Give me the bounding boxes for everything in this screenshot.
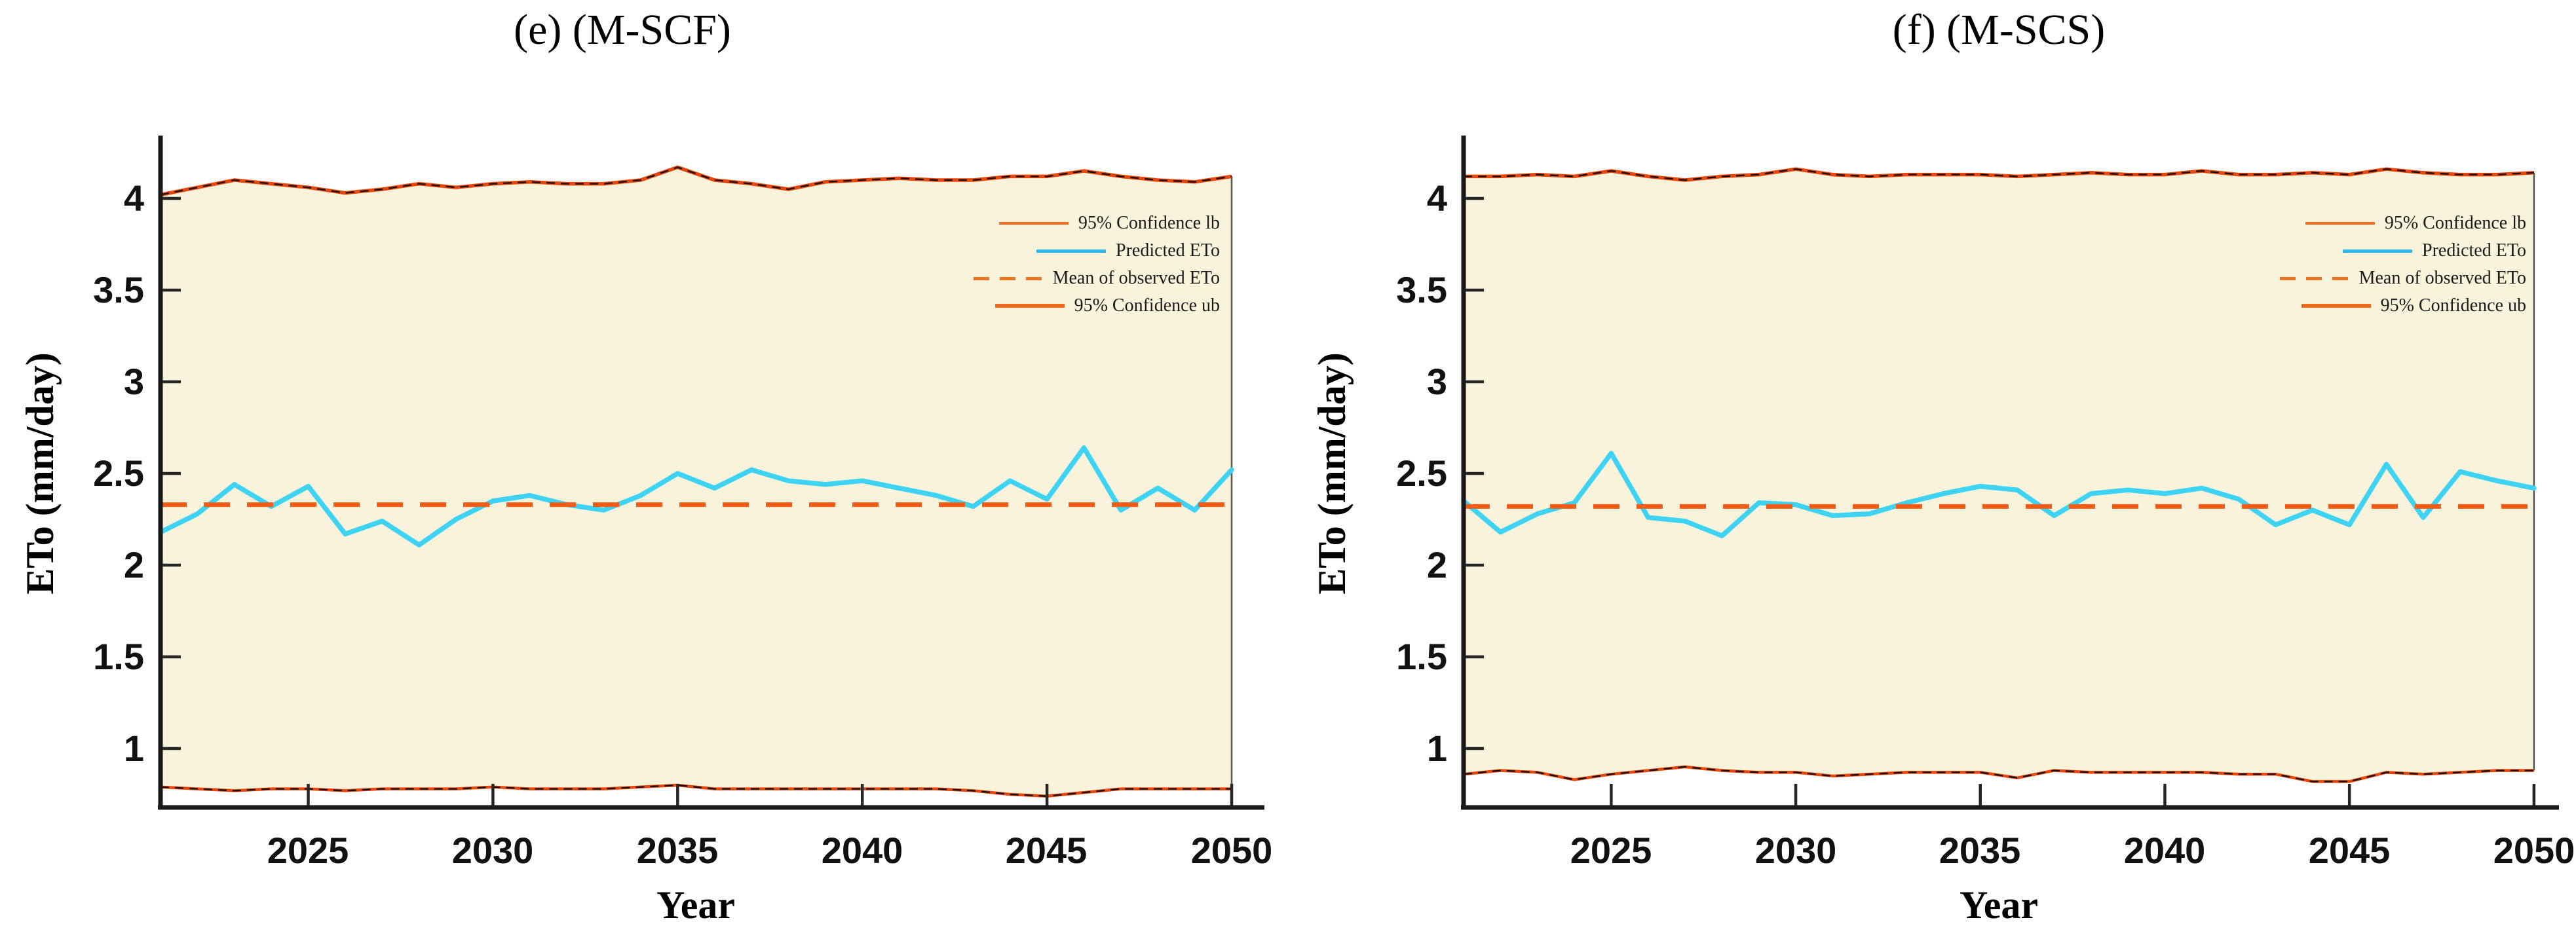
x-axis-label: Year xyxy=(656,883,735,927)
chart-canvas-m-scs xyxy=(1461,136,2559,810)
x-tick-label: 2025 xyxy=(1570,830,1652,871)
legend: 95% Confidence lb Predicted ETo Mean of … xyxy=(761,210,1220,320)
y-tick-label: 2.5 xyxy=(1396,453,1447,494)
predicted-eto-line-sample xyxy=(2343,249,2412,253)
y-tick-label: 1 xyxy=(123,728,144,769)
confidence-lb-line-sample xyxy=(998,222,1069,225)
x-tick-label: 2035 xyxy=(636,830,719,871)
legend-row: Mean of observed ETo xyxy=(2068,265,2526,292)
legend-row: Predicted ETo xyxy=(761,237,1220,265)
y-tick-label: 1.5 xyxy=(93,636,144,677)
y-tick-label: 3.5 xyxy=(1396,269,1447,310)
y-tick-label: 2.5 xyxy=(93,453,144,494)
y-tick-label: 2 xyxy=(123,544,144,585)
y-tick-label: 3.5 xyxy=(93,269,144,310)
x-tick-label: 2045 xyxy=(2308,830,2391,871)
x-tick-label: 2040 xyxy=(2123,830,2206,871)
legend-label: 95% Confidence lb xyxy=(1078,213,1220,233)
y-tick-label: 1 xyxy=(1426,728,1447,769)
mean-observed-line-sample xyxy=(2279,276,2349,280)
legend-label: Mean of observed ETo xyxy=(2358,268,2526,288)
x-tick-label: 2050 xyxy=(2493,830,2575,871)
legend-row: 95% Confidence ub xyxy=(761,292,1220,320)
confidence-ub-line-sample xyxy=(994,304,1065,308)
chart-title: (f) (M-SCS) xyxy=(1892,6,2106,54)
confidence-ub-line-sample xyxy=(2301,304,2371,308)
chart-canvas-m-scf xyxy=(158,136,1264,810)
confidence-lb-line-sample xyxy=(2305,222,2375,225)
legend-label: 95% Confidence ub xyxy=(1074,295,1220,316)
legend-label: Mean of observed ETo xyxy=(1052,268,1220,288)
chart-panel-m-scf: (e) (M-SCF) ETo (mm/day) Year 4 3.5 3 2.… xyxy=(18,6,1273,927)
legend-row: Mean of observed ETo xyxy=(761,265,1220,292)
y-tick-label: 3 xyxy=(1426,361,1447,402)
x-tick-label: 2045 xyxy=(1005,830,1088,871)
legend-label: Predicted ETo xyxy=(1116,240,1220,261)
legend: 95% Confidence lb Predicted ETo Mean of … xyxy=(2068,210,2526,320)
legend-label: 95% Confidence lb xyxy=(2384,213,2526,233)
x-tick-label: 2035 xyxy=(1939,830,2021,871)
legend-row: Predicted ETo xyxy=(2068,237,2526,265)
y-tick-label: 4 xyxy=(123,177,144,219)
x-tick-label: 2040 xyxy=(821,830,903,871)
x-tick-label: 2025 xyxy=(267,830,349,871)
y-tick-label: 4 xyxy=(1426,177,1447,219)
legend-row: 95% Confidence lb xyxy=(2068,210,2526,237)
chart-title: (e) (M-SCF) xyxy=(514,6,731,54)
x-tick-label: 2050 xyxy=(1190,830,1273,871)
legend-label: 95% Confidence ub xyxy=(2380,295,2526,316)
predicted-eto-line-sample xyxy=(1036,249,1106,253)
x-tick-label: 2030 xyxy=(451,830,534,871)
y-tick-label: 2 xyxy=(1426,544,1447,585)
legend-label: Predicted ETo xyxy=(2422,240,2526,261)
legend-row: 95% Confidence lb xyxy=(761,210,1220,237)
chart-panel-m-scs: (f) (M-SCS) ETo (mm/day) Year 4 3.5 3 2.… xyxy=(1288,0,2576,943)
x-axis-label: Year xyxy=(1960,883,2038,927)
y-tick-label: 3 xyxy=(123,361,144,402)
y-tick-label: 1.5 xyxy=(1396,636,1447,677)
legend-row: 95% Confidence ub xyxy=(2068,292,2526,320)
mean-observed-line-sample xyxy=(973,276,1043,280)
x-tick-label: 2030 xyxy=(1754,830,1837,871)
